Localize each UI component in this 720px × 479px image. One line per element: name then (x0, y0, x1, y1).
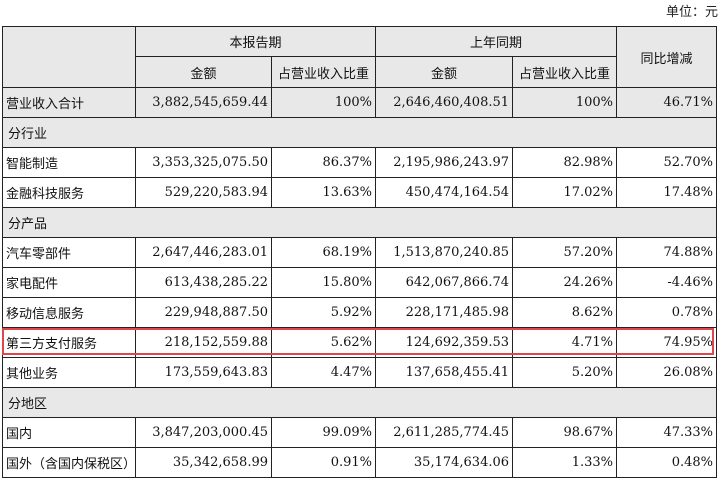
row-label: 其他业务 (2, 357, 136, 388)
section-header-product: 分产品 (1, 207, 718, 238)
current-amount: 3,353,325,075.50 (135, 147, 272, 178)
row-label: 家电配件 (2, 267, 136, 298)
header-current-period: 本报告期 (134, 26, 377, 57)
row-label: 营业收入合计 (2, 87, 136, 118)
current-share: 0.91% (270, 447, 377, 478)
current-share: 13.63% (270, 177, 377, 208)
prior-amount: 2,646,460,408.51 (375, 87, 514, 118)
current-amount: 613,438,285.22 (135, 267, 272, 298)
current-amount: 529,220,583.94 (135, 177, 272, 208)
prior-share: 82.98% (512, 147, 618, 178)
table-row: 国内 3,847,203,000.45 99.09% 2,611,285,774… (2, 417, 718, 448)
table-row: 其他业务 173,559,643.83 4.47% 137,658,455.41… (2, 357, 718, 388)
section-header-industry: 分行业 (1, 117, 718, 148)
section-title: 分产品 (1, 207, 718, 238)
table-row: 汽车零部件 2,647,446,283.01 68.19% 1,513,870,… (2, 237, 718, 268)
header-current-share: 占营业收入比重 (270, 56, 377, 88)
section-title: 分地区 (1, 387, 718, 418)
section-title: 分行业 (1, 117, 718, 148)
prior-amount: 137,658,455.41 (375, 357, 514, 388)
prior-amount: 450,474,164.54 (375, 177, 514, 208)
current-amount: 218,152,559.88 (135, 327, 272, 358)
prior-amount: 2,195,986,243.97 (375, 147, 514, 178)
revenue-breakdown-table: 本报告期 上年同期 同比增减 金额 占营业收入比重 金额 占营业收入比重 营业收… (1, 26, 718, 478)
prior-amount: 642,067,866.74 (375, 267, 514, 298)
prior-amount: 228,171,485.98 (375, 297, 514, 328)
table-row: 智能制造 3,353,325,075.50 86.37% 2,195,986,2… (2, 147, 718, 178)
yoy-change: 0.78% (616, 297, 718, 328)
yoy-change: 46.71% (616, 87, 718, 118)
row-label: 金融科技服务 (2, 177, 136, 208)
row-label: 国内 (2, 417, 136, 448)
row-label: 智能制造 (2, 147, 136, 178)
header-current-amount: 金额 (135, 56, 272, 88)
table-row-total: 营业收入合计 3,882,545,659.44 100% 2,646,460,4… (2, 87, 718, 118)
table-row-highlighted: 第三方支付服务 218,152,559.88 5.62% 124,692,359… (2, 327, 718, 358)
prior-amount: 2,611,285,774.45 (375, 417, 514, 448)
table-row: 金融科技服务 529,220,583.94 13.63% 450,474,164… (2, 177, 718, 208)
current-amount: 35,342,658.99 (135, 447, 272, 478)
table-row: 国外（含国内保税区） 35,342,658.99 0.91% 35,174,63… (2, 447, 718, 478)
current-share: 99.09% (270, 417, 377, 448)
header-prior-share: 占营业收入比重 (512, 56, 618, 88)
prior-amount: 124,692,359.53 (375, 327, 514, 358)
prior-share: 5.20% (512, 357, 618, 388)
prior-share: 1.33% (512, 447, 618, 478)
yoy-change: 17.48% (616, 177, 718, 208)
prior-share: 98.67% (512, 417, 618, 448)
row-label: 第三方支付服务 (2, 327, 136, 358)
section-header-region: 分地区 (1, 387, 718, 418)
prior-share: 8.62% (512, 297, 618, 328)
yoy-change: 74.95% (616, 327, 718, 358)
current-amount: 3,847,203,000.45 (135, 417, 272, 448)
yoy-change: 74.88% (616, 237, 718, 268)
row-label: 国外（含国内保税区） (2, 447, 136, 478)
prior-amount: 35,174,634.06 (375, 447, 514, 478)
current-share: 68.19% (270, 237, 377, 268)
unit-label: 单位：元 (665, 5, 718, 20)
current-share: 86.37% (270, 147, 377, 178)
yoy-change: 47.33% (616, 417, 718, 448)
header-corner-cell (2, 26, 136, 88)
yoy-change: -4.46% (616, 267, 718, 298)
prior-share: 24.26% (512, 267, 618, 298)
row-label: 汽车零部件 (2, 237, 136, 268)
prior-amount: 1,513,870,240.85 (375, 237, 514, 268)
current-share: 4.47% (270, 357, 377, 388)
row-label: 移动信息服务 (2, 297, 136, 328)
current-amount: 2,647,446,283.01 (135, 237, 272, 268)
current-share: 100% (270, 87, 377, 118)
yoy-change: 0.48% (616, 447, 718, 478)
current-amount: 3,882,545,659.44 (135, 87, 272, 118)
current-amount: 173,559,643.83 (135, 357, 272, 388)
current-share: 5.92% (270, 297, 377, 328)
prior-share: 100% (512, 87, 618, 118)
header-yoy-change: 同比增减 (616, 26, 718, 88)
header-prior-amount: 金额 (375, 56, 514, 88)
header-prior-period: 上年同期 (375, 26, 618, 57)
prior-share: 57.20% (512, 237, 618, 268)
table-row: 移动信息服务 229,948,887.50 5.92% 228,171,485.… (2, 297, 718, 328)
table-row: 家电配件 613,438,285.22 15.80% 642,067,866.7… (2, 267, 718, 298)
current-share: 5.62% (270, 327, 377, 358)
prior-share: 17.02% (512, 177, 618, 208)
current-amount: 229,948,887.50 (135, 297, 272, 328)
prior-share: 4.71% (512, 327, 618, 358)
current-share: 15.80% (270, 267, 377, 298)
yoy-change: 52.70% (616, 147, 718, 178)
yoy-change: 26.08% (616, 357, 718, 388)
